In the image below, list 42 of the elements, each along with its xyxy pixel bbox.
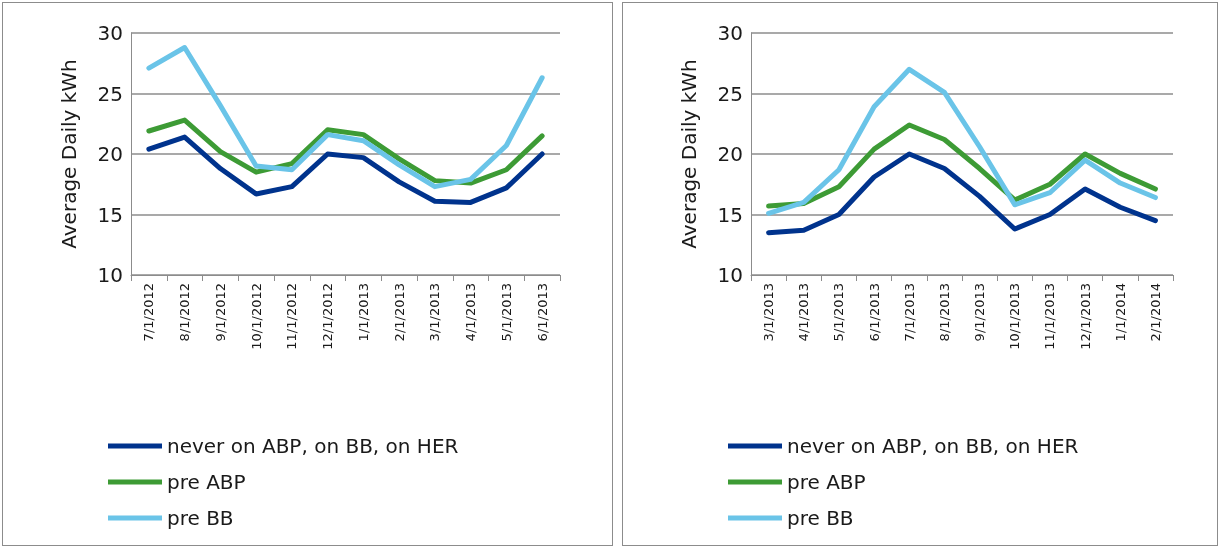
x-tick-label: 8/1/2013 — [936, 283, 952, 342]
y-tick-label: 20 — [717, 142, 743, 166]
x-tick-label: 10/1/2013 — [1007, 283, 1023, 350]
x-tick-label: 2/1/2014 — [1147, 283, 1163, 342]
y-tick-label: 15 — [717, 202, 743, 227]
x-tick-label: 9/1/2012 — [212, 283, 228, 342]
x-tick-label: 7/1/2012 — [141, 283, 157, 342]
y-axis-title: Average Daily kWh — [57, 59, 81, 249]
x-tick-label: 1/1/2013 — [355, 283, 371, 342]
y-tick-label: 30 — [717, 21, 743, 45]
x-tick-label: 6/1/2013 — [534, 283, 550, 342]
y-tick-label: 20 — [97, 142, 123, 166]
x-tick-label: 1/1/2014 — [1112, 283, 1128, 342]
y-tick-label: 10 — [97, 263, 123, 287]
legend-label: pre BB — [787, 506, 854, 530]
x-tick-label: 2/1/2013 — [391, 283, 407, 342]
y-tick-label: 15 — [97, 202, 123, 227]
x-tick-label: 12/1/2013 — [1077, 283, 1093, 350]
y-tick-label: 25 — [717, 81, 743, 106]
x-tick-label: 11/1/2012 — [284, 283, 300, 350]
x-tick-label: 3/1/2013 — [427, 283, 443, 342]
y-tick-label: 10 — [717, 263, 743, 287]
legend-label: never on ABP, on BB, on HER — [787, 434, 1079, 458]
x-tick-label: 12/1/2012 — [320, 283, 336, 350]
x-tick-label: 8/1/2012 — [177, 283, 193, 342]
x-tick-label: 5/1/2013 — [498, 283, 514, 342]
x-tick-label: 6/1/2013 — [866, 283, 882, 342]
legend-label: pre ABP — [167, 470, 246, 494]
y-tick-label: 25 — [97, 81, 123, 106]
x-tick-label: 7/1/2013 — [901, 283, 917, 342]
legend-label: never on ABP, on BB, on HER — [167, 434, 459, 458]
y-axis-title: Average Daily kWh — [677, 59, 701, 249]
x-tick-label: 5/1/2013 — [831, 283, 847, 342]
x-tick-label: 3/1/2013 — [761, 283, 777, 342]
x-tick-label: 4/1/2013 — [796, 283, 812, 342]
legend-label: pre ABP — [787, 470, 866, 494]
x-tick-label: 10/1/2012 — [248, 283, 264, 350]
x-tick-label: 9/1/2013 — [972, 283, 988, 342]
x-tick-label: 11/1/2013 — [1042, 283, 1058, 350]
y-tick-label: 30 — [97, 21, 123, 45]
x-tick-label: 4/1/2013 — [463, 283, 479, 342]
legend-label: pre BB — [167, 506, 234, 530]
